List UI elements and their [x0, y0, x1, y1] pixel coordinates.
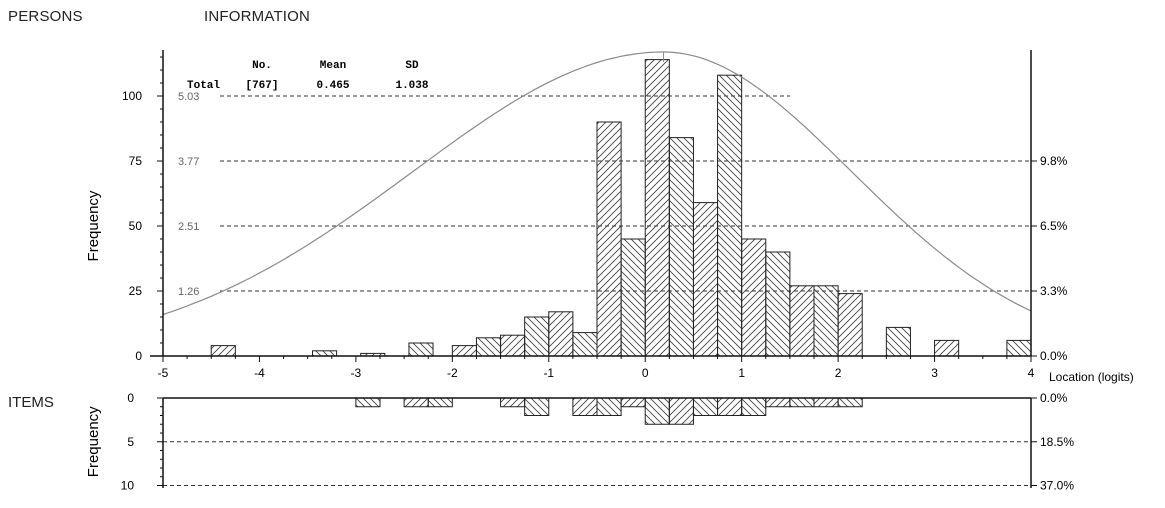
- person-bar: [837, 293, 863, 357]
- item-bar: [765, 397, 791, 408]
- item-bar: [668, 397, 694, 425]
- x-tick-label: -2: [447, 366, 458, 380]
- person-bar: [765, 251, 791, 357]
- item-bar: [524, 397, 550, 416]
- person-bar: [644, 59, 670, 357]
- person-bar: [813, 285, 839, 357]
- person-bar: [548, 311, 574, 357]
- item-bar: [572, 397, 598, 416]
- x-axis-label: Location (logits): [1049, 370, 1134, 384]
- person-bar: [885, 326, 911, 357]
- x-tick-label: -4: [254, 366, 265, 380]
- stats-total-label: Total: [187, 80, 220, 92]
- items-y-axis-title: Frequency: [85, 406, 102, 477]
- persons-y-tick-label: 100: [122, 89, 142, 103]
- person-bar: [1006, 339, 1032, 357]
- persons-y-tick-label: 25: [129, 284, 143, 298]
- item-bar: [355, 397, 381, 408]
- information-curve: [162, 51, 1032, 316]
- person-bar: [934, 339, 960, 357]
- persons-gridlines: 1.26 2.51 3.77 5.03: [178, 91, 1031, 298]
- items-right-tick-label: 0.0%: [1040, 391, 1068, 405]
- persons-y-tick-label: 0: [135, 349, 142, 363]
- items-label: ITEMS: [8, 394, 54, 411]
- item-bar: [813, 397, 839, 408]
- items-panel: 0 5 10 0.0% 18.5% 37.0% Frequency: [85, 391, 1074, 493]
- persons-bars: [210, 59, 1032, 357]
- person-bar: [717, 74, 743, 357]
- item-bar: [837, 397, 863, 408]
- x-tick-label: 4: [1028, 366, 1035, 380]
- x-tick-label: 3: [931, 366, 938, 380]
- person-bar: [524, 316, 550, 357]
- x-tick-label: -5: [158, 366, 169, 380]
- information-curve-layer: [162, 51, 1032, 316]
- person-bar: [596, 121, 622, 357]
- person-bar: [408, 342, 434, 357]
- info-scale-label: 5.03: [178, 91, 199, 103]
- x-tick-label: 1: [738, 366, 745, 380]
- stats-header-no: No.: [252, 60, 272, 72]
- persons-label: PERSONS: [8, 8, 83, 25]
- person-bar: [620, 238, 646, 357]
- stats-total-mean: 0.465: [316, 80, 349, 92]
- stats-total-no: [767]: [245, 80, 278, 92]
- information-label: INFORMATION: [204, 8, 311, 25]
- x-tick-label: -3: [351, 366, 362, 380]
- person-bar: [500, 334, 526, 357]
- items-y-tick-label: 0: [127, 391, 134, 405]
- item-bar: [692, 397, 719, 416]
- info-scale-label: 2.51: [178, 221, 199, 233]
- items-right-tick-label: 18.5%: [1040, 435, 1074, 449]
- info-scale-label: 3.77: [178, 156, 199, 168]
- person-bar: [789, 285, 815, 357]
- person-bar: [475, 337, 502, 357]
- person-bar: [668, 137, 694, 357]
- person-bar: [692, 202, 719, 357]
- persons-right-tick-label: 0.0%: [1040, 349, 1068, 363]
- x-tick-label: 2: [835, 366, 842, 380]
- items-right-tick-label: 37.0%: [1040, 479, 1074, 493]
- persons-y-tick-label: 75: [129, 154, 143, 168]
- person-bar: [572, 332, 598, 357]
- persons-y-axis-title: Frequency: [85, 190, 102, 261]
- item-bar: [741, 397, 767, 416]
- info-scale-label: 1.26: [178, 286, 199, 298]
- person-bar: [210, 345, 236, 357]
- item-bar: [789, 397, 815, 408]
- person-bar: [741, 238, 767, 357]
- stats-table: No. Mean SD Total [767] 0.465 1.038: [187, 60, 429, 92]
- persons-axes: 0 25 50 75 100 0.0% 3.3% 6.5% 9.8% -5 -4 -3 -2 -1 0 1 2 3…: [85, 50, 1134, 384]
- x-tick-label: 0: [642, 366, 649, 380]
- persons-right-tick-label: 6.5%: [1040, 219, 1068, 233]
- persons-y-tick-label: 50: [129, 219, 143, 233]
- stats-total-sd: 1.038: [395, 80, 428, 92]
- item-bar: [620, 397, 646, 408]
- person-bar: [451, 345, 477, 357]
- item-bar: [500, 397, 526, 408]
- items-y-tick-label: 10: [121, 479, 135, 493]
- x-tick-label: -1: [543, 366, 554, 380]
- stats-header-sd: SD: [405, 60, 419, 72]
- item-bar: [644, 397, 670, 425]
- items-y-tick-label: 5: [127, 435, 134, 449]
- person-bar: [311, 350, 338, 357]
- item-bar: [717, 397, 743, 416]
- persons-right-tick-label: 3.3%: [1040, 284, 1068, 298]
- item-bar: [427, 397, 453, 408]
- persons-right-tick-label: 9.8%: [1040, 154, 1068, 168]
- stats-header-mean: Mean: [320, 60, 346, 72]
- item-bar: [403, 397, 429, 408]
- item-bar: [596, 397, 622, 416]
